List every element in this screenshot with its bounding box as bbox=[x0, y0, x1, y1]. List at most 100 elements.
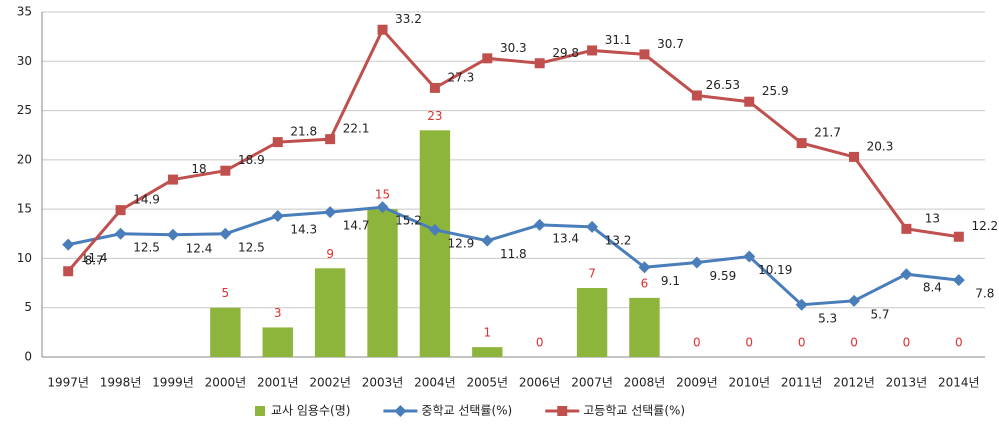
marker bbox=[533, 218, 546, 231]
x-tick-label: 2003년 bbox=[362, 376, 404, 390]
marker bbox=[481, 234, 494, 247]
line bbox=[67, 27, 960, 273]
bar-label: 3 bbox=[274, 306, 282, 320]
data-label: 5.3 bbox=[818, 311, 837, 325]
data-label: 26.53 bbox=[706, 78, 740, 92]
bar-label: 0 bbox=[955, 336, 963, 350]
bar bbox=[629, 297, 660, 357]
x-tick-label: 2013년 bbox=[886, 376, 928, 390]
data-label: 5.7 bbox=[870, 307, 889, 321]
x-tick-label: 2011년 bbox=[781, 376, 823, 390]
y-tick-label: 20 bbox=[17, 152, 32, 166]
data-label: 33.2 bbox=[395, 12, 422, 26]
marker bbox=[325, 134, 336, 145]
bar-label: 0 bbox=[693, 336, 701, 350]
data-label: 8.7 bbox=[85, 254, 104, 268]
bar-label: 15 bbox=[375, 188, 390, 202]
data-label: 13.2 bbox=[605, 233, 632, 247]
data-label: 27.3 bbox=[448, 70, 475, 84]
legend-label: 교사 임용수(명) bbox=[271, 404, 350, 418]
data-label: 11.4 bbox=[81, 251, 108, 265]
x-tick-label: 1998년 bbox=[100, 376, 142, 390]
bar-label: 1 bbox=[483, 326, 491, 340]
data-label: 12.5 bbox=[133, 240, 160, 254]
data-label: 14.9 bbox=[133, 193, 160, 207]
y-tick-label: 0 bbox=[24, 350, 32, 364]
data-label: 14.3 bbox=[290, 223, 317, 237]
marker bbox=[795, 298, 808, 311]
legend-swatch bbox=[255, 406, 265, 416]
marker bbox=[901, 223, 912, 234]
data-label: 14.7 bbox=[343, 219, 370, 233]
bar bbox=[419, 130, 451, 357]
data-label: 12.4 bbox=[186, 241, 213, 255]
data-label: 11.8 bbox=[500, 247, 527, 261]
x-tick-label: 2002년 bbox=[309, 376, 351, 390]
data-label: 12.2 bbox=[971, 219, 998, 233]
marker bbox=[428, 223, 441, 236]
data-label: 31.1 bbox=[605, 33, 632, 47]
marker bbox=[376, 201, 389, 214]
marker bbox=[114, 227, 127, 240]
bar-label: 0 bbox=[798, 336, 806, 350]
bar-label: 0 bbox=[745, 336, 753, 350]
data-label: 15.2 bbox=[395, 214, 422, 228]
marker bbox=[690, 256, 703, 269]
marker bbox=[377, 24, 388, 35]
marker bbox=[639, 49, 650, 60]
y-tick-label: 5 bbox=[24, 300, 32, 314]
marker bbox=[900, 268, 913, 281]
x-tick-label: 2004년 bbox=[414, 376, 456, 390]
data-label: 12.9 bbox=[448, 236, 475, 250]
marker bbox=[62, 238, 75, 251]
y-tick-label: 10 bbox=[17, 251, 32, 265]
data-label: 13 bbox=[925, 211, 940, 225]
data-label: 30.7 bbox=[657, 37, 684, 51]
marker bbox=[849, 151, 860, 162]
y-tick-label: 30 bbox=[17, 54, 32, 68]
line bbox=[67, 205, 959, 307]
marker bbox=[796, 138, 807, 149]
x-tick-label: 2000년 bbox=[205, 376, 247, 390]
legend-label: 고등학교 선택률(%) bbox=[583, 404, 685, 418]
x-tick-label: 2008년 bbox=[624, 376, 666, 390]
data-label: 22.1 bbox=[343, 122, 370, 136]
bar-label: 23 bbox=[427, 109, 442, 123]
x-tick-label: 2014년 bbox=[938, 376, 980, 390]
data-label: 21.8 bbox=[290, 125, 317, 139]
x-tick-label: 1997년 bbox=[47, 376, 89, 390]
data-label: 12.5 bbox=[238, 240, 265, 254]
data-label: 18 bbox=[191, 162, 206, 176]
marker bbox=[482, 53, 493, 64]
data-label: 18.9 bbox=[238, 153, 265, 167]
y-tick-label: 25 bbox=[17, 103, 32, 117]
bar-label: 0 bbox=[536, 336, 544, 350]
x-tick-label: 2005년 bbox=[467, 376, 509, 390]
marker bbox=[271, 210, 284, 223]
legend-marker bbox=[394, 405, 407, 417]
bar bbox=[314, 268, 346, 357]
y-tick-label: 15 bbox=[17, 202, 32, 216]
marker bbox=[324, 206, 337, 219]
marker bbox=[167, 174, 178, 185]
data-label: 21.7 bbox=[814, 126, 841, 140]
data-label: 29.8 bbox=[552, 46, 579, 60]
marker bbox=[587, 45, 598, 56]
bar bbox=[367, 209, 398, 357]
data-label: 7.8 bbox=[975, 287, 994, 301]
y-tick-label: 35 bbox=[17, 5, 32, 19]
bar bbox=[472, 347, 503, 357]
marker bbox=[848, 294, 861, 307]
marker bbox=[952, 274, 965, 287]
bar-label: 5 bbox=[222, 286, 230, 300]
marker bbox=[115, 205, 126, 216]
marker bbox=[272, 137, 283, 148]
bar-label: 9 bbox=[326, 247, 334, 261]
bar-label: 0 bbox=[850, 336, 858, 350]
data-label: 10.19 bbox=[758, 263, 792, 277]
bar bbox=[210, 307, 241, 357]
bar bbox=[262, 327, 293, 357]
data-label: 9.1 bbox=[661, 274, 680, 288]
marker bbox=[953, 231, 964, 242]
marker bbox=[429, 82, 440, 93]
